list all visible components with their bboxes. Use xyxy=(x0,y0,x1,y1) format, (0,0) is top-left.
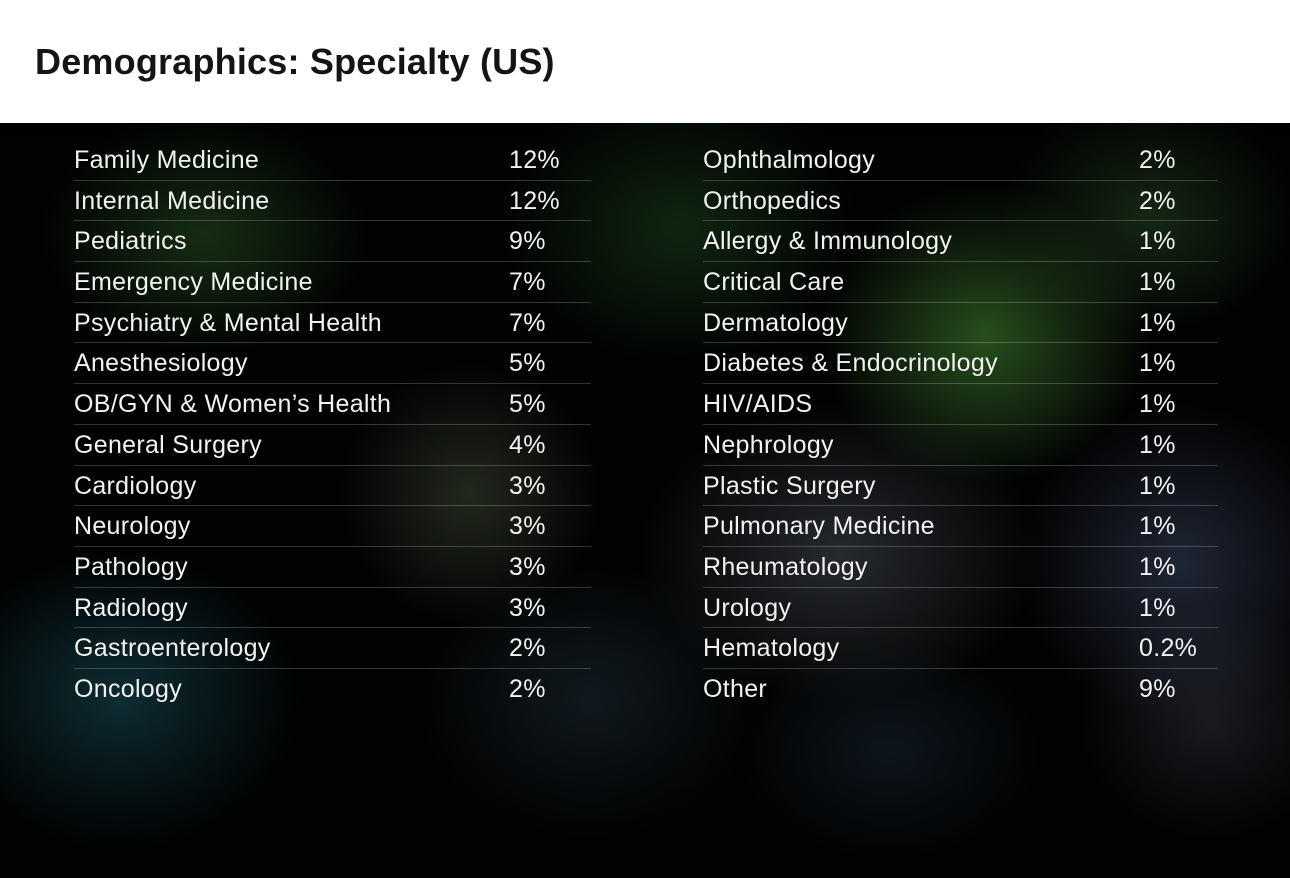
specialty-label: Family Medicine xyxy=(74,146,260,174)
specialty-list-right: Ophthalmology 2% Orthopedics 2% Allergy & … xyxy=(703,140,1218,710)
specialty-percent: 7% xyxy=(509,268,546,297)
specialty-percent: 0.2% xyxy=(1139,634,1198,663)
table-row: Nephrology 1% xyxy=(703,425,1218,466)
specialty-label: HIV/AIDS xyxy=(703,390,813,419)
specialty-label: Pulmonary Medicine xyxy=(703,512,935,541)
specialty-label: General Surgery xyxy=(74,430,262,459)
table-row: Anesthesiology 5% xyxy=(74,343,591,385)
specialty-percent: 3% xyxy=(509,593,546,622)
table-row: Family Medicine 12% xyxy=(74,140,591,181)
specialty-percent: 2% xyxy=(509,674,546,703)
specialty-percent: 1% xyxy=(1139,390,1176,419)
specialty-label: Orthopedics xyxy=(703,186,842,215)
specialty-percent: 3% xyxy=(509,552,546,581)
specialty-percent: 9% xyxy=(1139,674,1176,703)
specialty-label: Rheumatology xyxy=(703,552,868,581)
specialty-percent: 3% xyxy=(509,512,546,541)
specialty-percent: 3% xyxy=(509,471,546,500)
specialty-percent: 2% xyxy=(1139,146,1176,174)
specialty-label: Ophthalmology xyxy=(703,146,876,174)
specialty-percent: 1% xyxy=(1139,593,1176,622)
page-title: Demographics: Specialty (US) xyxy=(35,41,555,82)
table-row: Other 9% xyxy=(703,669,1218,710)
table-row: Emergency Medicine 7% xyxy=(74,262,591,303)
table-row: Oncology 2% xyxy=(74,669,591,710)
specialty-label: Critical Care xyxy=(703,268,845,297)
table-row: Critical Care 1% xyxy=(703,262,1218,303)
table-row: Gastroenterology 2% xyxy=(74,628,591,669)
specialty-percent: 4% xyxy=(509,430,546,459)
table-row: Diabetes & Endocrinology 1% xyxy=(703,343,1218,385)
specialty-label: Pediatrics xyxy=(74,227,187,256)
specialty-label: Oncology xyxy=(74,674,183,703)
table-row: Pediatrics 9% xyxy=(74,221,591,263)
table-row: Orthopedics 2% xyxy=(703,181,1218,222)
specialty-label: Cardiology xyxy=(74,471,197,500)
table-row: Psychiatry & Mental Health 7% xyxy=(74,303,591,344)
specialty-percent: 1% xyxy=(1139,512,1176,541)
specialty-label: Anesthesiology xyxy=(74,349,248,378)
table-row: Urology 1% xyxy=(703,588,1218,629)
specialty-percent: 1% xyxy=(1139,227,1176,256)
specialty-percent: 1% xyxy=(1139,430,1176,459)
specialty-label: Neurology xyxy=(74,512,191,541)
specialty-percent: 1% xyxy=(1139,268,1176,297)
table-row: Internal Medicine 12% xyxy=(74,181,591,222)
specialty-percent: 2% xyxy=(509,634,546,663)
specialty-label: OB/GYN & Women’s Health xyxy=(74,390,392,419)
specialty-percent: 5% xyxy=(509,349,546,378)
specialty-label: Plastic Surgery xyxy=(703,471,876,500)
specialty-percent: 1% xyxy=(1139,471,1176,500)
table-row: Hematology 0.2% xyxy=(703,628,1218,669)
specialty-percent: 12% xyxy=(509,146,560,174)
specialty-label: Pathology xyxy=(74,552,188,581)
table-row: Dermatology 1% xyxy=(703,303,1218,344)
specialty-percent: 7% xyxy=(509,308,546,337)
page-header: Demographics: Specialty (US) xyxy=(0,0,1290,123)
table-row: OB/GYN & Women’s Health 5% xyxy=(74,384,591,425)
table-row: Pathology 3% xyxy=(74,547,591,588)
specialty-label: Radiology xyxy=(74,593,188,622)
specialty-label: Diabetes & Endocrinology xyxy=(703,349,998,378)
specialty-label: Psychiatry & Mental Health xyxy=(74,308,382,337)
table-row: Pulmonary Medicine 1% xyxy=(703,506,1218,547)
table-row: Allergy & Immunology 1% xyxy=(703,221,1218,263)
specialty-label: Hematology xyxy=(703,634,840,663)
specialty-list-left: Family Medicine 12% Internal Medicine 12% … xyxy=(74,140,591,710)
specialty-percent: 1% xyxy=(1139,552,1176,581)
table-row: HIV/AIDS 1% xyxy=(703,384,1218,425)
specialty-percent: 12% xyxy=(509,186,560,215)
specialty-label: Gastroenterology xyxy=(74,634,271,663)
specialty-label: Urology xyxy=(703,593,792,622)
table-row: Ophthalmology 2% xyxy=(703,140,1218,181)
specialty-percent: 1% xyxy=(1139,349,1176,378)
specialty-label: Emergency Medicine xyxy=(74,268,313,297)
specialty-label: Allergy & Immunology xyxy=(703,227,953,256)
specialty-label: Other xyxy=(703,674,768,703)
table-row: Rheumatology 1% xyxy=(703,547,1218,588)
specialty-percent: 1% xyxy=(1139,308,1176,337)
table-row: Neurology 3% xyxy=(74,506,591,547)
table-row: Cardiology 3% xyxy=(74,466,591,507)
table-row: Radiology 3% xyxy=(74,588,591,629)
specialty-label: Dermatology xyxy=(703,308,849,337)
specialty-percent: 2% xyxy=(1139,186,1176,215)
specialty-label: Internal Medicine xyxy=(74,186,270,215)
specialty-label: Nephrology xyxy=(703,430,834,459)
specialty-percent: 5% xyxy=(509,390,546,419)
table-row: General Surgery 4% xyxy=(74,425,591,466)
table-row: Plastic Surgery 1% xyxy=(703,466,1218,507)
specialty-percent: 9% xyxy=(509,227,546,256)
specialty-panel: Family Medicine 12% Internal Medicine 12% … xyxy=(0,123,1290,878)
